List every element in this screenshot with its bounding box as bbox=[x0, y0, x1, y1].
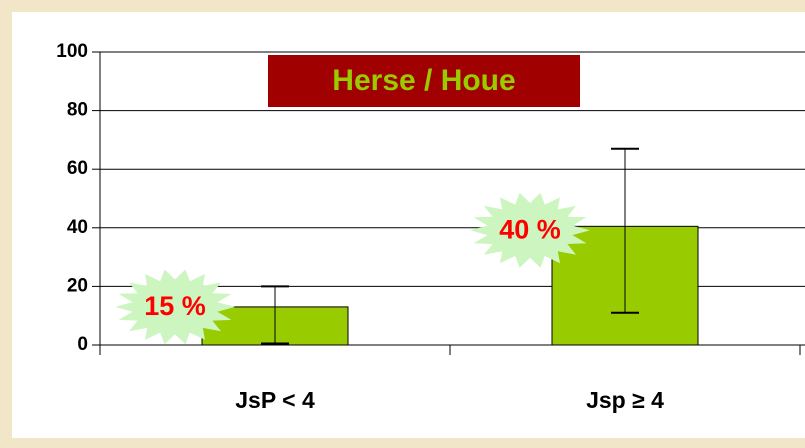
x-tick-label: JsP < 4 bbox=[235, 387, 315, 413]
y-tick-label: 20 bbox=[67, 275, 88, 296]
starburst bbox=[470, 192, 590, 268]
annotation: 40 % bbox=[499, 214, 561, 244]
y-tick-label: 100 bbox=[56, 41, 88, 62]
title-box bbox=[268, 55, 580, 107]
y-tick-label: 0 bbox=[77, 334, 88, 355]
y-tick-label: 40 bbox=[67, 217, 88, 238]
x-tick-label: Jsp ≥ 4 bbox=[586, 387, 664, 413]
starburst bbox=[115, 269, 235, 345]
y-tick-label: 60 bbox=[67, 158, 88, 179]
annotation: 15 % bbox=[144, 291, 206, 321]
chart-title: Herse / Houe bbox=[332, 64, 515, 97]
y-tick-label: 80 bbox=[67, 100, 88, 121]
